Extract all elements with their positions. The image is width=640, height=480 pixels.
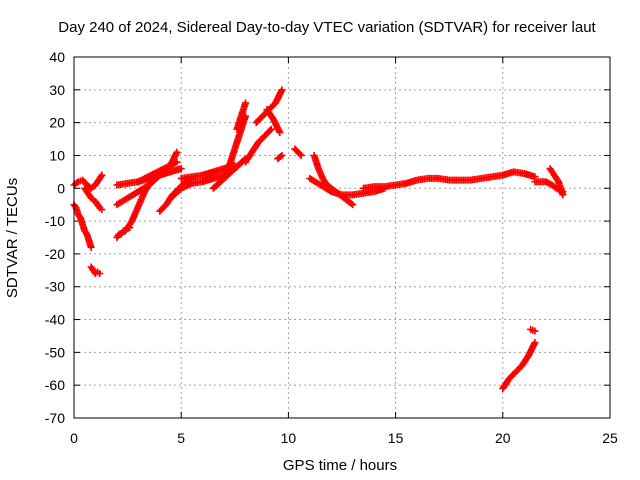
y-tick-label: 0 — [57, 180, 65, 196]
x-tick-label: 10 — [281, 430, 297, 446]
data-point — [276, 128, 284, 136]
series-arc-14 — [220, 112, 250, 182]
data-point — [73, 179, 81, 187]
y-tick-label: 40 — [49, 49, 65, 65]
series-arc-9 — [134, 158, 181, 186]
series-arc-23 — [359, 168, 539, 192]
data-point — [559, 191, 567, 199]
y-tick-label: -40 — [45, 312, 65, 328]
x-tick-label: 20 — [495, 430, 511, 446]
y-axis-label: SDTVAR / TECUs — [4, 178, 21, 298]
grid — [74, 57, 610, 418]
data-point — [296, 150, 304, 158]
series-arc-20 — [291, 145, 305, 159]
series-arc-3 — [81, 184, 106, 214]
tick-labels: -70 -60 -50 -40 -30 -20 -10 0 10 20 30 40 0 5 10 15 20 25 — [45, 49, 618, 446]
data-point — [173, 148, 181, 156]
x-axis-label: GPS time / hours — [283, 457, 397, 474]
y-tick-label: -30 — [45, 279, 65, 295]
data-point — [531, 327, 539, 335]
series-arc-4 — [87, 263, 104, 278]
y-tick-label: 30 — [49, 82, 65, 98]
x-tick-label: 0 — [70, 430, 78, 446]
series-arc-18 — [263, 106, 284, 136]
data-point — [278, 151, 286, 159]
y-tick-label: -10 — [45, 213, 65, 229]
data-point — [98, 171, 106, 179]
data-point — [173, 158, 181, 166]
x-tick-label: 5 — [177, 430, 185, 446]
x-tick-label: 25 — [602, 430, 618, 446]
series-arc-11 — [166, 171, 228, 202]
chart-title: Day 240 of 2024, Sidereal Day-to-day VTE… — [58, 19, 596, 36]
y-tick-label: -50 — [45, 344, 65, 360]
series-arc-19 — [274, 151, 286, 163]
y-tick-label: -70 — [45, 410, 65, 426]
series-arc-26 — [499, 339, 539, 392]
data-point — [96, 270, 104, 278]
y-tick-label: -60 — [45, 377, 65, 393]
series-arc-15 — [233, 99, 250, 133]
data-point — [177, 165, 185, 173]
y-tick-label: 20 — [49, 115, 65, 131]
x-tick-label: 15 — [388, 430, 404, 446]
data-point — [347, 200, 355, 208]
data-point — [277, 153, 285, 161]
series-arc-2 — [70, 171, 106, 192]
series-arc-27 — [527, 325, 539, 335]
data-points — [70, 86, 567, 392]
series-arc-16 — [242, 125, 275, 166]
data-point — [266, 127, 274, 135]
data-point — [297, 151, 305, 159]
ticks — [73, 56, 611, 419]
series-arc-25 — [546, 165, 567, 199]
y-tick-label: -20 — [45, 246, 65, 262]
data-point — [349, 201, 357, 209]
data-point — [267, 125, 275, 133]
series-arc-17 — [252, 86, 286, 127]
data-point — [242, 99, 250, 107]
plot-frame — [73, 56, 611, 419]
data-point — [278, 86, 286, 94]
data-point — [87, 243, 95, 251]
data-point — [98, 206, 106, 214]
data-point — [531, 339, 539, 347]
y-tick-label: 10 — [49, 147, 65, 163]
